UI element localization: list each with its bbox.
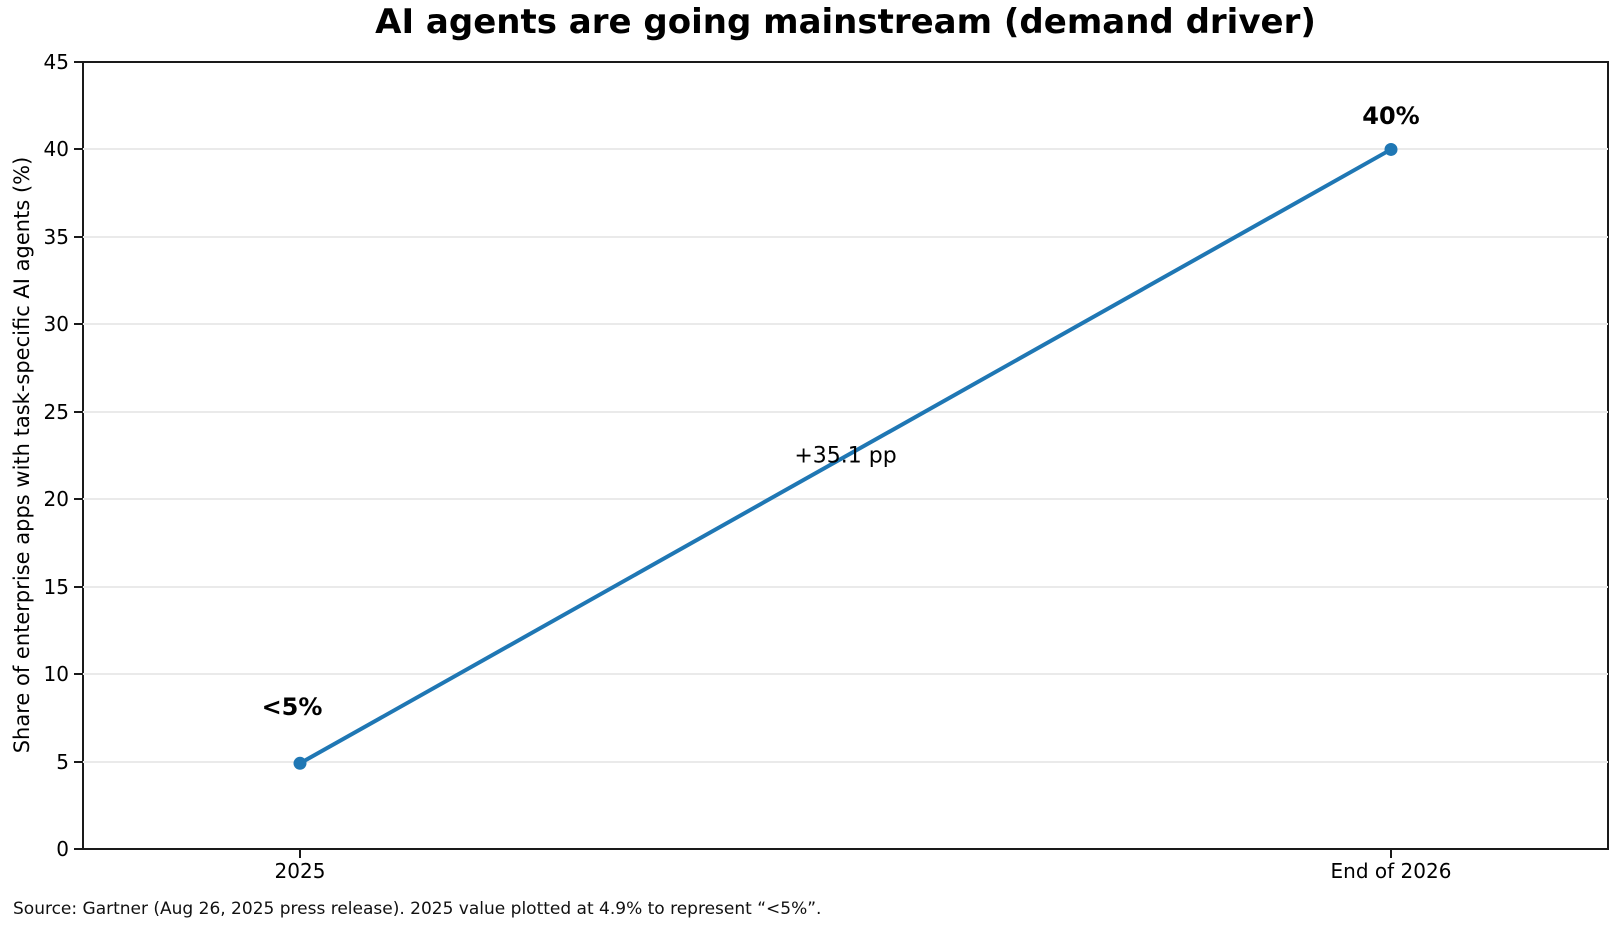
- chart-title: AI agents are going mainstream (demand d…: [375, 2, 1316, 42]
- gridline: [83, 673, 1608, 676]
- data-point-marker: [1384, 142, 1398, 156]
- y-tick-label: 20: [43, 487, 69, 512]
- y-tick-mark: [74, 410, 83, 413]
- y-tick-mark: [74, 61, 83, 63]
- gridline: [83, 323, 1608, 326]
- x-tick-mark: [299, 849, 301, 858]
- gridline: [83, 410, 1608, 413]
- y-tick-label: 40: [43, 137, 69, 162]
- y-tick-label: 10: [43, 662, 69, 687]
- y-tick-label: 5: [56, 749, 69, 774]
- point-label: <5%: [261, 693, 323, 722]
- line-series: [293, 142, 1398, 770]
- x-tick-label: End of 2026: [1330, 859, 1452, 883]
- y-tick-label: 45: [43, 50, 69, 74]
- y-tick-mark: [74, 673, 83, 676]
- y-tick-mark: [74, 585, 83, 588]
- y-tick-mark: [74, 323, 83, 326]
- y-tick-mark: [74, 848, 83, 850]
- y-tick-mark: [74, 498, 83, 501]
- trend-line: [299, 147, 1392, 766]
- data-point-marker: [293, 756, 307, 770]
- source-note: Source: Gartner (Aug 26, 2025 press rele…: [13, 899, 822, 919]
- y-tick-mark: [74, 760, 83, 763]
- gridline: [83, 498, 1608, 501]
- delta-annotation: +35.1 pp: [794, 443, 897, 469]
- point-label: 40%: [1362, 102, 1420, 131]
- y-tick-label: 30: [43, 312, 69, 337]
- y-tick-label: 25: [43, 399, 69, 424]
- gridline: [83, 760, 1608, 763]
- x-tick-mark: [1389, 849, 1392, 858]
- gridline: [83, 585, 1608, 588]
- x-tick-label: 2025: [274, 859, 326, 883]
- plot-area: <5% 40% +35.1 pp: [82, 61, 1609, 850]
- y-tick-label: 35: [43, 224, 69, 249]
- y-tick-mark: [74, 148, 83, 151]
- gridline: [83, 235, 1608, 238]
- y-tick-label: 15: [43, 574, 69, 599]
- y-tick-mark: [74, 235, 83, 238]
- y-tick-label: 0: [56, 837, 69, 861]
- gridline: [83, 148, 1608, 151]
